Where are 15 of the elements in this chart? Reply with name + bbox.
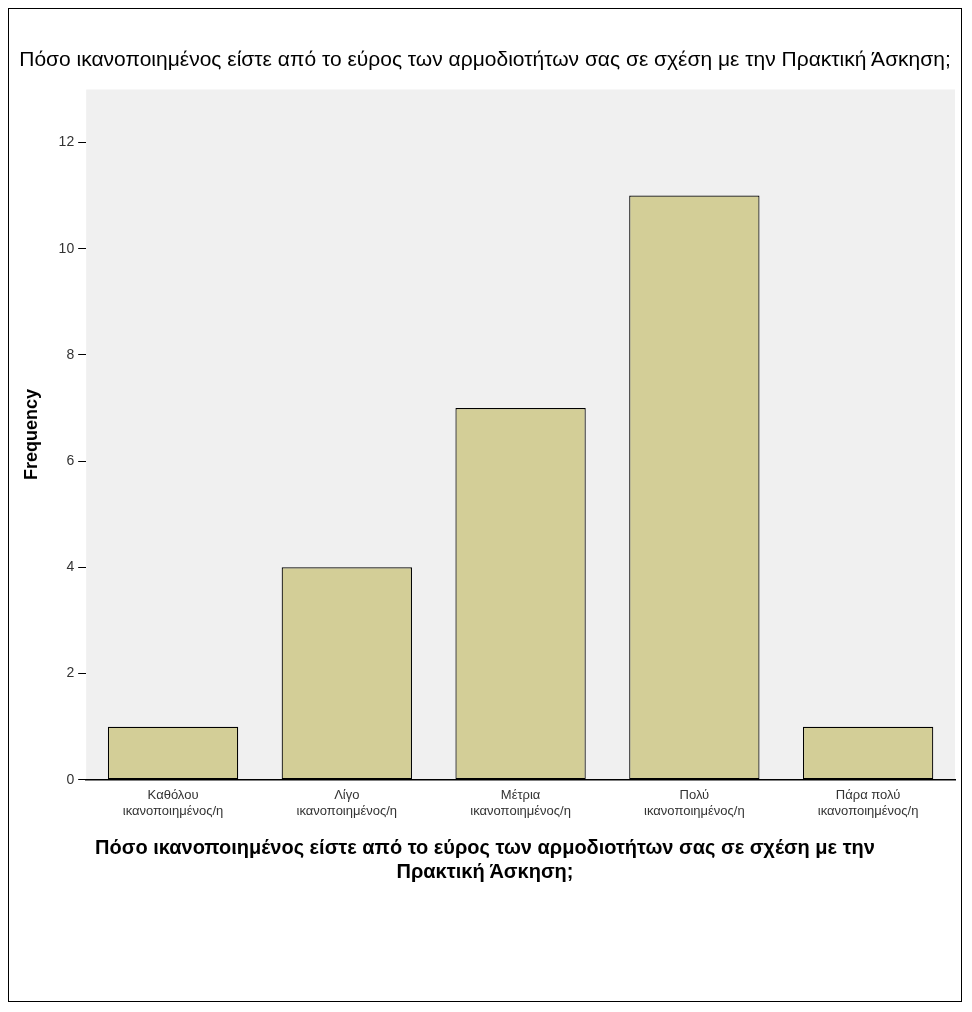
y-tick-label: 12 (58, 133, 75, 150)
x-tick-label: Μέτρια ικανοποιημένος/η (470, 787, 571, 818)
chart-title: Πόσο ικανοποιημένος είστε από το εύρος των αρμοδιοτήτων σας σε σχέση με την Πρακτική Άσκηση; (18, 46, 952, 72)
x-tick-label: Πολύ ικανοποιημένος/η (644, 787, 745, 818)
y-axis-title: Frequency (20, 389, 41, 481)
y-tick-label: 10 (58, 239, 75, 256)
y-tick-label: 6 (66, 452, 75, 469)
x-axis-title: Πόσο ικανοποιημένος είστε από το εύρος των αρμοδιοτήτων σας σε σχέση με την Πρακτική Άσκηση; (94, 835, 876, 883)
y-tick-label: 8 (66, 345, 75, 362)
y-tick-label: 2 (66, 664, 75, 681)
y-tick-label: 4 (66, 558, 75, 575)
x-tick-label: Λίγο ικανοποιημένος/η (296, 787, 398, 818)
y-tick-label: 0 (66, 770, 75, 787)
x-tick-label: Πάρα πολύ ικανοποιημένος/η (817, 787, 919, 818)
x-tick-label: Καθόλου ικανοποιημένος/η (122, 787, 224, 818)
